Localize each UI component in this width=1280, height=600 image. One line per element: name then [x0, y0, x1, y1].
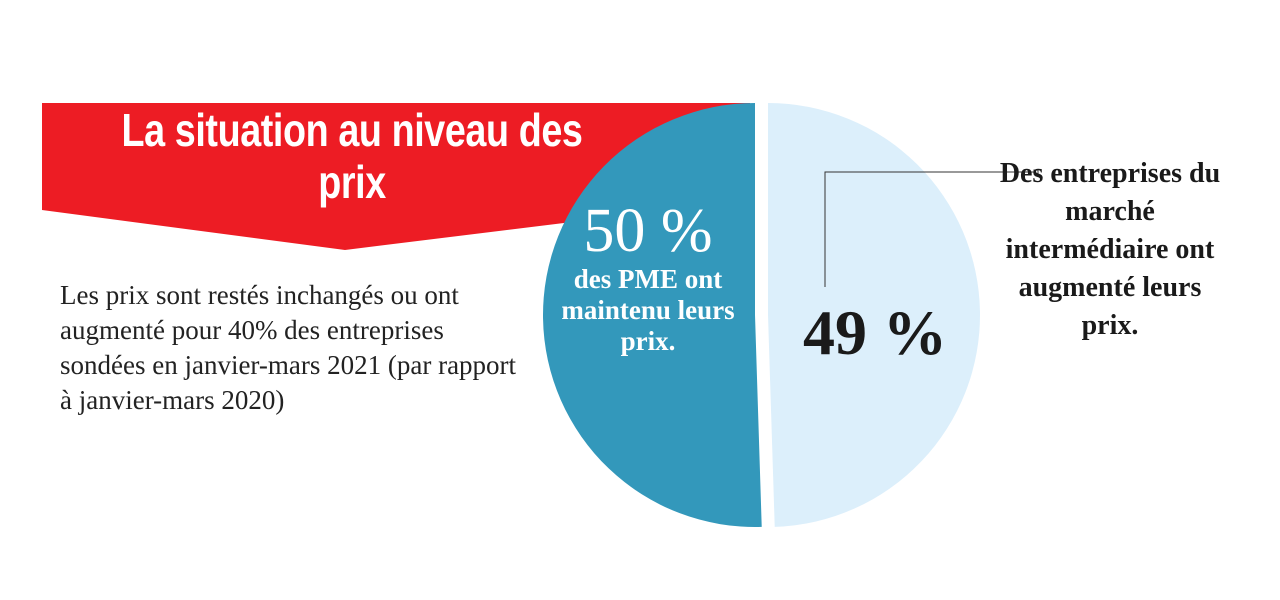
slice-maintained-caption: des PME ont maintenu leurs prix.: [561, 264, 735, 356]
slice-maintained-label-group: 50 % des PME ont maintenu leurs prix.: [548, 198, 748, 357]
pie-slice-maintained: [543, 103, 762, 527]
page-title: La situation au niveau des prix: [121, 104, 583, 208]
slice-increased-value: 49 %: [803, 297, 947, 368]
slice-maintained-value: 50 %: [583, 197, 713, 265]
callout-marker: [1033, 169, 1039, 175]
description: Les prix sont restés inchangés ou ont au…: [60, 280, 517, 415]
pie-slice-increased: [768, 102, 981, 527]
callout-line: [824, 171, 1035, 287]
slice-increased-caption: Des entreprises du marché intermédiaire …: [999, 158, 1221, 341]
